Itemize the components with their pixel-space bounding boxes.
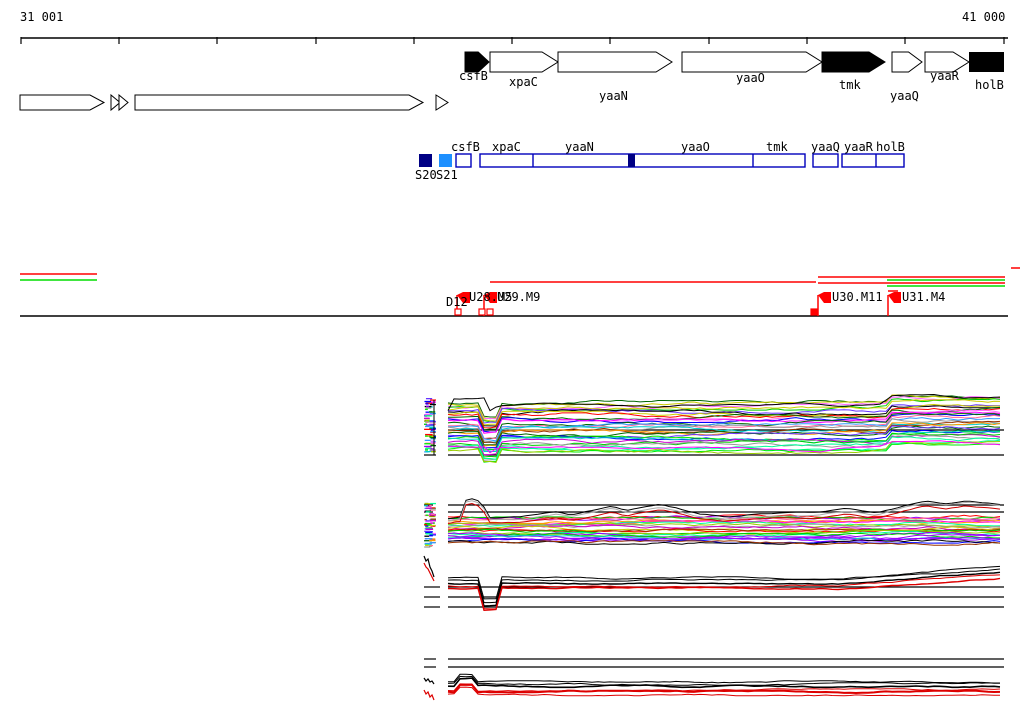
gene-chevron-1[interactable] xyxy=(110,93,121,112)
ruler-track xyxy=(20,37,1008,44)
overview-square-S20[interactable] xyxy=(419,154,432,167)
gene-label-yaaO: yaaO xyxy=(736,71,765,85)
gene-arrow-yaaO[interactable] xyxy=(681,51,823,73)
overview-label-S20: S20 xyxy=(415,168,437,182)
expression-plot-panel-4[interactable] xyxy=(415,645,1015,707)
plot-1-traces xyxy=(424,393,1004,463)
gene-arrow-row2-0[interactable] xyxy=(19,94,106,111)
flag-base-square-0[interactable] xyxy=(454,308,462,316)
gene-label-csfB: csfB xyxy=(459,69,488,83)
expression-plot-panel-1[interactable] xyxy=(415,388,1015,460)
gene-label-yaaN: yaaN xyxy=(599,89,628,103)
flag-U30.M11[interactable] xyxy=(818,292,831,303)
marker-label-U30-M11: U30.M11 xyxy=(832,290,883,304)
overview-label-csfB: csfB xyxy=(451,140,480,154)
overview-box-3[interactable] xyxy=(841,153,905,168)
gene-arrow-tmk[interactable] xyxy=(821,51,886,73)
overview-label-yaaO: yaaO xyxy=(681,140,710,154)
gene-feature-track xyxy=(19,51,1004,112)
flag-base-square-1[interactable] xyxy=(478,308,486,316)
plot-4-traces xyxy=(423,658,1004,701)
ruler-start-coordinate: 31 001 xyxy=(20,10,64,24)
overview-label-yaaQ: yaaQ xyxy=(811,140,840,154)
gene-chevron-4[interactable] xyxy=(435,94,449,111)
marker-label-U28-M5: U28.M5 xyxy=(469,290,513,304)
gene-label-tmk: tmk xyxy=(839,78,861,92)
overview-track xyxy=(419,153,905,168)
gene-label-yaaR: yaaR xyxy=(930,69,959,83)
overview-box-1[interactable] xyxy=(479,153,806,168)
annotation-track xyxy=(20,267,1020,317)
overview-label-holB: holB xyxy=(876,140,905,154)
marker-label-U31-M4: U31.M4 xyxy=(902,290,946,304)
marker-label-D12: D12 xyxy=(446,295,468,309)
expression-plot-panel-3[interactable] xyxy=(415,550,1015,612)
expression-plot-panel-2[interactable] xyxy=(415,495,1015,550)
overview-label-S21: S21 xyxy=(436,168,458,182)
flag-U28.M5[interactable] xyxy=(457,292,470,303)
plot-3-traces xyxy=(423,555,1004,612)
gene-chevron-2[interactable] xyxy=(118,93,129,112)
flag-base-square-2[interactable] xyxy=(486,308,494,316)
overview-label-xpaC: xpaC xyxy=(492,140,521,154)
overview-label-yaaN: yaaN xyxy=(565,140,594,154)
gene-arrow-holB[interactable] xyxy=(969,52,1004,72)
flag-base-square-3[interactable] xyxy=(810,308,818,316)
marker-label-U29-M9: U29.M9 xyxy=(497,290,541,304)
gene-arrow-row2-3[interactable] xyxy=(134,94,425,111)
gene-label-yaaQ: yaaQ xyxy=(890,89,919,103)
flag-U29.M9[interactable] xyxy=(484,292,497,303)
overview-box-0[interactable] xyxy=(455,153,472,168)
gene-arrow-yaaR[interactable] xyxy=(924,51,970,73)
gene-arrow-yaaN[interactable] xyxy=(557,51,673,73)
overview-label-yaaR: yaaR xyxy=(844,140,873,154)
plot-2-traces xyxy=(424,498,1004,548)
gene-label-xpaC: xpaC xyxy=(509,75,538,89)
gene-arrow-csfB[interactable] xyxy=(464,51,490,73)
gene-label-holB: holB xyxy=(975,78,1004,92)
overview-label-tmk: tmk xyxy=(766,140,788,154)
flag-U31.M4[interactable] xyxy=(888,292,901,303)
overview-square-S21[interactable] xyxy=(439,154,452,167)
ruler-end-coordinate: 41 000 xyxy=(962,10,1006,24)
overview-box-2[interactable] xyxy=(812,153,839,168)
gene-arrow-xpaC[interactable] xyxy=(489,51,559,73)
gene-arrow-yaaQ[interactable] xyxy=(891,51,923,73)
